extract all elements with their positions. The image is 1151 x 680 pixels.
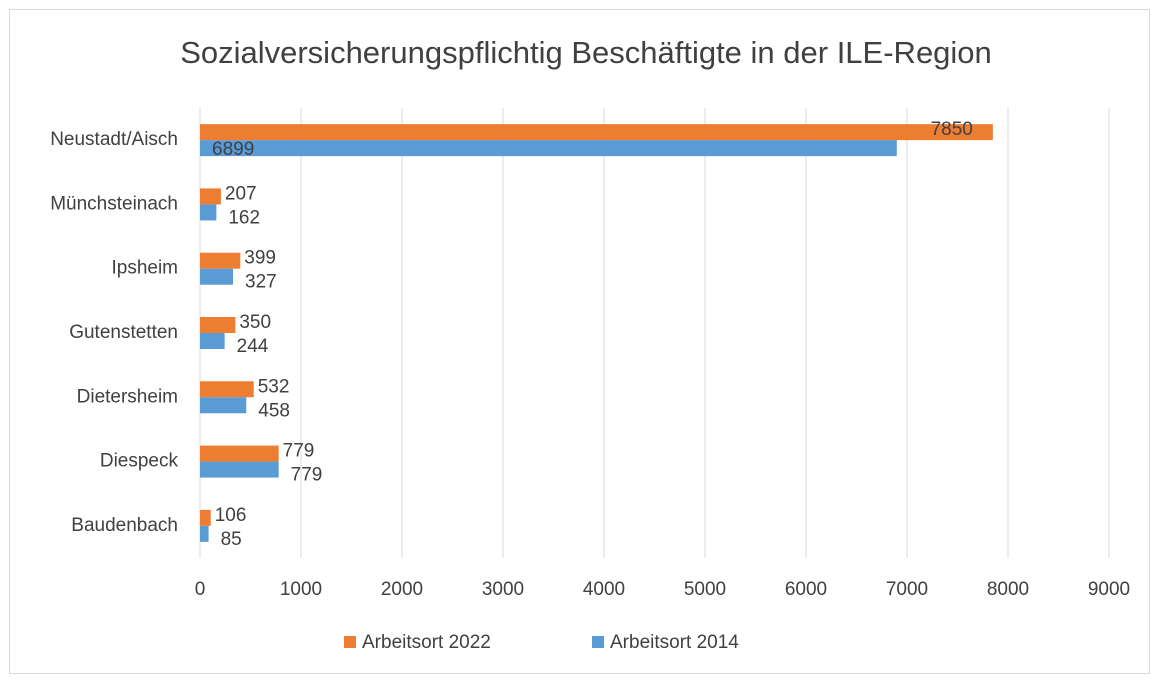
bar xyxy=(200,525,209,542)
bar xyxy=(200,509,211,526)
data-label: 6899 xyxy=(212,139,254,160)
bar xyxy=(200,381,254,398)
data-label: 532 xyxy=(258,376,290,397)
data-label: 7850 xyxy=(931,119,973,140)
data-label: 458 xyxy=(258,400,290,421)
x-tick-label: 2000 xyxy=(381,579,423,600)
y-tick-label: Münchsteinach xyxy=(50,193,178,214)
data-label: 244 xyxy=(237,336,269,357)
data-label: 779 xyxy=(283,441,315,462)
x-tick-label: 7000 xyxy=(886,579,928,600)
bar xyxy=(200,204,217,221)
bar xyxy=(200,397,247,414)
y-tick-label: Baudenbach xyxy=(71,515,178,536)
x-tick-label: 9000 xyxy=(1088,579,1130,600)
bar xyxy=(200,124,993,141)
legend-swatch xyxy=(344,636,356,648)
bar xyxy=(200,140,897,157)
y-tick-label: Dietersheim xyxy=(77,386,178,407)
legend-label: Arbeitsort 2014 xyxy=(610,632,739,653)
data-label: 162 xyxy=(228,207,260,228)
data-label: 106 xyxy=(215,505,247,526)
x-tick-label: 4000 xyxy=(583,579,625,600)
y-tick-label: Neustadt/Aisch xyxy=(50,129,178,150)
data-label: 207 xyxy=(225,183,257,204)
legend-swatch xyxy=(592,636,604,648)
bar xyxy=(200,188,221,205)
bar xyxy=(200,461,279,478)
x-tick-label: 3000 xyxy=(482,579,524,600)
legend-label: Arbeitsort 2022 xyxy=(362,632,491,653)
x-tick-label: 0 xyxy=(195,579,206,600)
bar xyxy=(200,445,279,462)
bar xyxy=(200,317,236,333)
bar xyxy=(200,333,225,349)
data-label: 399 xyxy=(244,248,276,269)
data-label: 779 xyxy=(291,465,323,486)
y-tick-label: Gutenstetten xyxy=(69,322,178,343)
x-tick-label: 6000 xyxy=(785,579,827,600)
data-label: 327 xyxy=(245,272,277,293)
bar xyxy=(200,268,234,285)
chart-title: Sozialversicherungspflichtig Beschäftigt… xyxy=(180,35,992,70)
y-tick-label: Diespeck xyxy=(100,451,179,472)
data-label: 350 xyxy=(239,312,271,333)
y-tick-label: Ipsheim xyxy=(111,258,178,279)
x-tick-label: 8000 xyxy=(987,579,1029,600)
x-tick-label: 5000 xyxy=(684,579,726,600)
x-tick-label: 1000 xyxy=(280,579,322,600)
data-label: 85 xyxy=(221,529,242,550)
chart-border xyxy=(9,9,1150,674)
bar xyxy=(200,252,241,269)
